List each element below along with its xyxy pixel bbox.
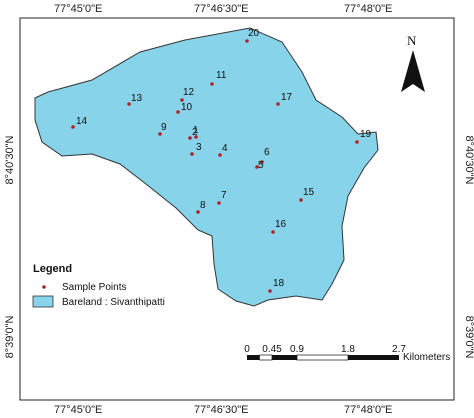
sample-point-label-1: 1 xyxy=(193,125,199,136)
legend-item-sample-points: Sample Points xyxy=(62,282,126,293)
sample-point-7 xyxy=(217,201,221,205)
sample-point-label-11: 11 xyxy=(216,70,227,81)
sample-point-label-14: 14 xyxy=(76,116,88,127)
bareland-region xyxy=(34,27,379,307)
sample-point-1 xyxy=(194,135,198,139)
scale-segment-4 xyxy=(296,354,349,361)
graticule-top-1: 77°45'0"E xyxy=(54,3,102,15)
sample-point-14 xyxy=(71,125,75,129)
sample-point-16 xyxy=(271,230,275,234)
sample-point-5 xyxy=(255,165,259,169)
scale-segment-2 xyxy=(259,354,273,361)
sample-point-label-17: 17 xyxy=(281,92,293,103)
sample-point-label-20: 20 xyxy=(248,28,260,39)
graticule-bottom-3: 77°48'0"E xyxy=(344,404,392,416)
sample-point-label-9: 9 xyxy=(161,122,167,133)
sample-point-9 xyxy=(158,132,162,136)
sample-point-18 xyxy=(268,289,272,293)
sample-point-label-15: 15 xyxy=(303,187,315,198)
graticule-left-2: 8°39'0"N xyxy=(4,316,16,359)
sample-point-label-6: 6 xyxy=(264,147,270,158)
sample-point-10 xyxy=(176,110,180,114)
sample-point-19 xyxy=(355,140,359,144)
legend-region-swatch xyxy=(32,295,54,308)
scale-segment-1 xyxy=(247,355,260,360)
sample-point-11 xyxy=(210,82,214,86)
graticule-bottom-2: 77°46'30"E xyxy=(194,404,248,416)
sample-point-4 xyxy=(218,153,222,157)
sample-point-3 xyxy=(190,152,194,156)
sample-point-label-3: 3 xyxy=(196,142,202,153)
graticule-top-2: 77°46'30"E xyxy=(194,3,248,15)
scale-segment-5 xyxy=(348,355,399,360)
sample-point-8 xyxy=(196,210,200,214)
north-arrow-icon xyxy=(401,50,425,92)
sample-point-2 xyxy=(188,136,192,140)
scale-tick-045: 0.45 xyxy=(262,344,282,355)
sample-point-17 xyxy=(276,102,280,106)
sample-point-13 xyxy=(127,102,131,106)
scale-tick-18: 1.8 xyxy=(341,344,355,355)
sample-points-layer xyxy=(71,39,359,293)
scale-bar: 0 0.45 0.9 1.8 2.7 Kilometers xyxy=(244,344,450,363)
sample-point-label-4: 4 xyxy=(222,143,228,154)
scale-unit: Kilometers xyxy=(403,352,450,363)
scale-tick-0: 0 xyxy=(244,344,250,355)
sample-point-label-16: 16 xyxy=(275,219,287,230)
graticule-right-2: 8°39'0"N xyxy=(463,316,474,359)
graticule-right-1: 8°40'30"N xyxy=(463,136,474,185)
sample-point-label-2: 2 xyxy=(192,127,198,138)
scale-tick-09: 0.9 xyxy=(290,344,304,355)
sample-point-label-7: 7 xyxy=(221,190,227,201)
sample-point-6 xyxy=(260,160,264,164)
sample-point-label-12: 12 xyxy=(183,87,195,98)
north-arrow: N xyxy=(401,33,425,92)
graticule-top-3: 77°48'0"E xyxy=(344,3,392,15)
graticule-left-1: 8°40'30"N xyxy=(4,135,16,184)
sample-point-label-10: 10 xyxy=(181,102,193,113)
legend-item-bareland: Bareland : Sivanthipatti xyxy=(62,297,165,308)
graticule-bottom-1: 77°45'0"E xyxy=(54,404,102,416)
sample-point-label-8: 8 xyxy=(200,200,206,211)
sample-point-12 xyxy=(180,98,184,102)
sample-point-label-19: 19 xyxy=(360,129,372,140)
sample-point-20 xyxy=(245,39,249,43)
sample-point-15 xyxy=(299,198,303,202)
scale-tick-27: 2.7 xyxy=(392,344,406,355)
scale-segment-3 xyxy=(272,355,297,360)
legend: Legend Sample Points Bareland : Sivanthi… xyxy=(32,263,165,308)
sample-point-label-13: 13 xyxy=(131,93,143,104)
sample-point-label-18: 18 xyxy=(273,278,285,289)
sample-point-labels: 1 2 3 4 5 6 7 8 9 10 11 12 13 14 15 16 1… xyxy=(76,28,372,289)
legend-point-symbol xyxy=(42,285,46,289)
sample-point-label-5: 5 xyxy=(258,160,264,171)
north-arrow-label: N xyxy=(407,33,417,48)
legend-title: Legend xyxy=(33,263,72,275)
